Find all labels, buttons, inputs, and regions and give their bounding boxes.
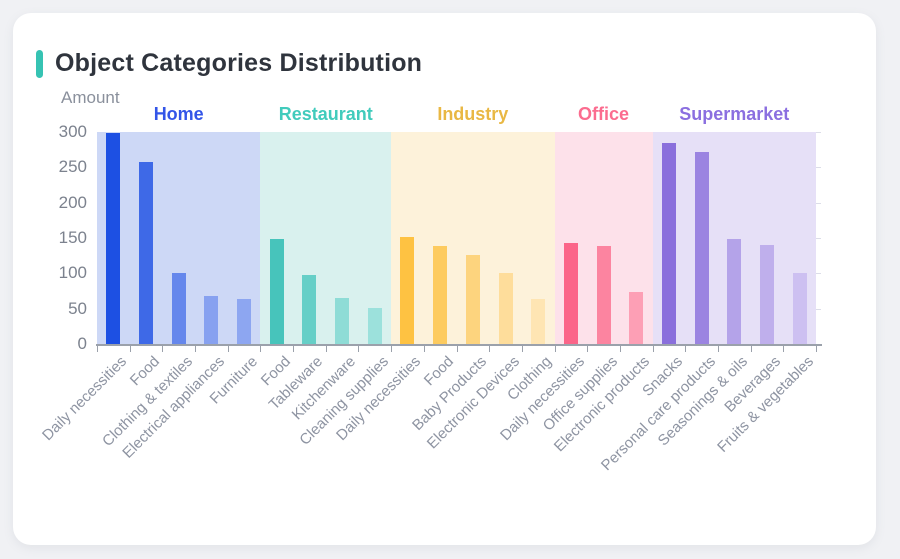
group-header-industry: Industry [437, 104, 509, 124]
x-axis-tick [587, 346, 589, 352]
y-tick-label-100: 100 [58, 263, 87, 283]
right-axis-tick [816, 132, 821, 133]
bar-restaurant-cleaning-supplies[interactable] [367, 307, 382, 344]
chart-title: Object Categories Distribution [55, 49, 423, 77]
bar-industry-food[interactable] [433, 245, 448, 344]
x-axis-tick [456, 346, 458, 352]
x-axis-tick [489, 346, 491, 352]
x-axis-tick [750, 346, 752, 352]
x-axis-tick [195, 346, 197, 352]
right-axis-tick [816, 167, 821, 169]
bar-home-furniture[interactable] [237, 298, 252, 344]
x-axis-tick [227, 346, 229, 352]
x-axis-tick [358, 346, 360, 352]
group-header-supermarket: Supermarket [679, 104, 790, 124]
y-tick-label-300: 300 [58, 122, 87, 141]
y-tick-label-250: 250 [58, 157, 87, 177]
x-axis-tick [619, 346, 621, 352]
bar-office-office-supplies[interactable] [596, 246, 611, 344]
right-axis-tick [816, 308, 821, 310]
y-tick-label-0: 0 [77, 334, 87, 353]
y-tick-label-200: 200 [58, 192, 87, 212]
x-axis-line [96, 344, 822, 346]
bar-industry-clothing[interactable] [531, 299, 546, 344]
x-axis-tick [816, 346, 817, 352]
bar-industry-baby-products[interactable] [465, 254, 480, 344]
x-axis-tick [685, 346, 687, 352]
group-header-office: Office [578, 104, 630, 124]
group-header-home: Home [153, 104, 204, 124]
x-axis-tick [129, 346, 131, 352]
bar-office-daily-necessities[interactable] [563, 242, 578, 344]
x-axis-tick [554, 346, 556, 352]
bar-restaurant-food[interactable] [269, 238, 284, 344]
bar-office-electronic-products[interactable] [629, 291, 644, 344]
bar-supermarket-seasonings-oils[interactable] [727, 238, 742, 344]
title-accent-bar [36, 49, 43, 78]
y-axis-title: Amount [61, 88, 120, 107]
right-axis-tick [816, 202, 821, 204]
right-axis-tick [816, 238, 821, 239]
right-axis-tick [816, 273, 821, 275]
bar-home-daily-necessities[interactable] [106, 133, 121, 344]
bar-restaurant-kitchenware[interactable] [335, 298, 350, 344]
bar-home-food[interactable] [139, 162, 154, 344]
bar-industry-daily-necessities[interactable] [400, 237, 415, 344]
bar-supermarket-fruits-vegetables[interactable] [792, 273, 807, 344]
bar-home-clothing-textiles[interactable] [171, 272, 186, 344]
x-axis-tick [260, 346, 262, 352]
x-axis-tick [97, 346, 98, 352]
y-tick-label-50: 50 [68, 298, 87, 318]
x-axis-tick [717, 346, 719, 352]
x-axis-tick [423, 346, 425, 352]
x-axis-tick [293, 346, 295, 352]
title-row: Object Categories Distribution [36, 49, 422, 78]
x-axis-tick [783, 346, 785, 352]
bar-restaurant-tableware[interactable] [302, 275, 317, 344]
x-axis-tick [162, 346, 164, 352]
group-header-restaurant: Restaurant [278, 104, 373, 124]
bar-supermarket-snacks[interactable] [661, 143, 676, 344]
x-axis-tick [391, 346, 393, 352]
bar-supermarket-beverages[interactable] [759, 245, 774, 344]
x-axis-tick [325, 346, 327, 352]
y-tick-label-150: 150 [58, 228, 87, 247]
bar-home-electrical-appliances[interactable] [204, 295, 219, 344]
x-axis-tick [521, 346, 523, 352]
bar-supermarket-personal-care-products[interactable] [694, 152, 709, 344]
x-axis-tick [652, 346, 654, 352]
bar-industry-electronic-devices[interactable] [498, 273, 513, 344]
